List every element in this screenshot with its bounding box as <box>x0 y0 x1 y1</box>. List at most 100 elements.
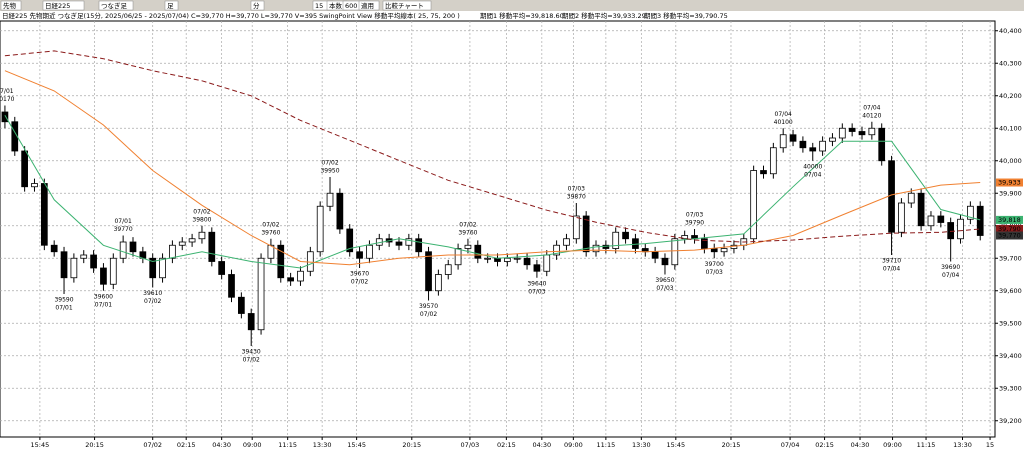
y-tick-label: 40,000 <box>999 157 1022 165</box>
candle-body <box>21 150 28 188</box>
candle-body <box>513 257 521 260</box>
toolbar-label[interactable]: 分 <box>253 1 260 10</box>
annotation-price: 39430 <box>242 349 261 356</box>
x-tick-label: 07/02 <box>143 441 162 449</box>
x-tick-label: 02:15 <box>815 441 834 449</box>
toolbar-label[interactable]: 先物 <box>3 1 17 10</box>
x-tick-label: 15:45 <box>347 441 366 449</box>
candle-body <box>50 244 58 253</box>
toolbar-label[interactable]: 日経225 <box>45 1 70 10</box>
annotation-date: 07/02 <box>144 298 161 305</box>
toolbar-control[interactable] <box>98 0 134 11</box>
candle-body <box>277 244 285 279</box>
annotation-price: 39950 <box>320 168 339 175</box>
ma-line <box>4 70 981 266</box>
value-tag-label: 39,933 <box>998 179 1021 187</box>
candle-body <box>523 257 531 266</box>
annotation-date: 07/04 <box>863 104 880 111</box>
toolbar-label[interactable]: 足 <box>167 2 174 10</box>
x-tick-label: 20:15 <box>722 441 741 449</box>
value-tag-label: 39,818 <box>998 216 1021 224</box>
x-tick-label: 15:45 <box>31 441 50 449</box>
candle-body <box>297 270 304 282</box>
toolbar-control[interactable] <box>358 0 380 11</box>
toolbar-label[interactable]: 本数 <box>329 1 343 10</box>
candle-body <box>188 238 196 243</box>
y-tick-label: 39,500 <box>999 319 1022 327</box>
toolbar-control[interactable] <box>0 0 22 11</box>
annotation-price: 39670 <box>350 271 369 278</box>
legend-entry: 期間2 移動平均=39,933.29 <box>562 11 646 20</box>
candle-body <box>622 231 629 240</box>
toolbar-label[interactable]: つなぎ足 <box>101 1 128 10</box>
annotation-date: 07/04 <box>942 272 959 279</box>
candle-body <box>701 238 708 249</box>
candle-body <box>346 228 354 253</box>
toolbar-label[interactable]: 15 <box>315 2 323 10</box>
x-tick-label: 04:30 <box>212 441 231 449</box>
toolbar-label[interactable]: 比較チャート <box>385 1 424 10</box>
candle-body <box>100 267 107 285</box>
annotation-date: 07/02 <box>243 357 260 364</box>
candle-body <box>257 257 265 331</box>
annotation-price: 39790 <box>685 220 704 227</box>
candle-body <box>40 183 48 246</box>
value-tag <box>996 178 1023 187</box>
x-tick-label: 02:15 <box>177 441 196 449</box>
candle-body <box>829 137 836 142</box>
candle-body <box>976 205 984 236</box>
x-tick-label: 11:15 <box>278 441 297 449</box>
candle-body <box>326 192 334 207</box>
x-tick-label: 04:30 <box>532 441 551 449</box>
toolbar-control[interactable] <box>382 0 432 11</box>
candle-body <box>395 241 403 246</box>
candle-body <box>720 248 728 253</box>
x-tick-label: 13:30 <box>632 441 651 449</box>
toolbar <box>0 0 1024 11</box>
annotation-date: 07/01 <box>114 218 131 225</box>
toolbar-label[interactable]: 適用 <box>361 1 374 10</box>
annotation-price: 39770 <box>114 226 133 233</box>
annotation-price: 39590 <box>54 297 73 304</box>
annotation-price: 39710 <box>882 258 901 265</box>
candle-body <box>612 231 620 249</box>
candle-body <box>198 231 206 240</box>
x-tick-label: 13:30 <box>953 441 972 449</box>
candle-body <box>306 251 314 272</box>
candle-body <box>917 192 925 227</box>
x-tick-label: 11:15 <box>596 441 615 449</box>
x-tick-label: 15:45 <box>666 441 685 449</box>
annotation-date: 07/02 <box>262 221 279 228</box>
candle-body <box>484 257 492 260</box>
y-tick-label: 39,400 <box>999 352 1022 360</box>
candle-body <box>947 222 955 240</box>
candle-body <box>238 296 245 314</box>
toolbar-label[interactable]: 600 <box>345 2 357 10</box>
ma-line <box>4 115 981 269</box>
annotation-date: 07/04 <box>804 171 821 178</box>
annotation-date: 07/01 <box>0 88 14 95</box>
toolbar-control[interactable] <box>250 0 265 11</box>
candle-body <box>31 183 38 188</box>
candle-body <box>474 244 482 259</box>
annotation-price: 39650 <box>655 277 674 284</box>
candle-body <box>809 147 817 152</box>
annotation-date: 07/03 <box>706 269 723 276</box>
toolbar-control[interactable] <box>42 0 85 11</box>
toolbar-control[interactable] <box>164 0 179 11</box>
y-tick-label: 40,300 <box>999 59 1022 67</box>
candle-body <box>848 127 856 132</box>
candle-body <box>415 238 423 253</box>
candle-body <box>582 215 590 253</box>
candle-body <box>356 251 363 259</box>
candle-body <box>247 313 255 331</box>
annotation-date: 07/02 <box>321 160 338 167</box>
candle-body <box>898 202 905 233</box>
x-tick-label: 20:15 <box>402 441 421 449</box>
candle-body <box>553 244 560 256</box>
candle-body <box>878 127 886 162</box>
candle-body <box>90 254 97 269</box>
candle-body <box>789 134 797 142</box>
candle-body <box>937 215 945 223</box>
